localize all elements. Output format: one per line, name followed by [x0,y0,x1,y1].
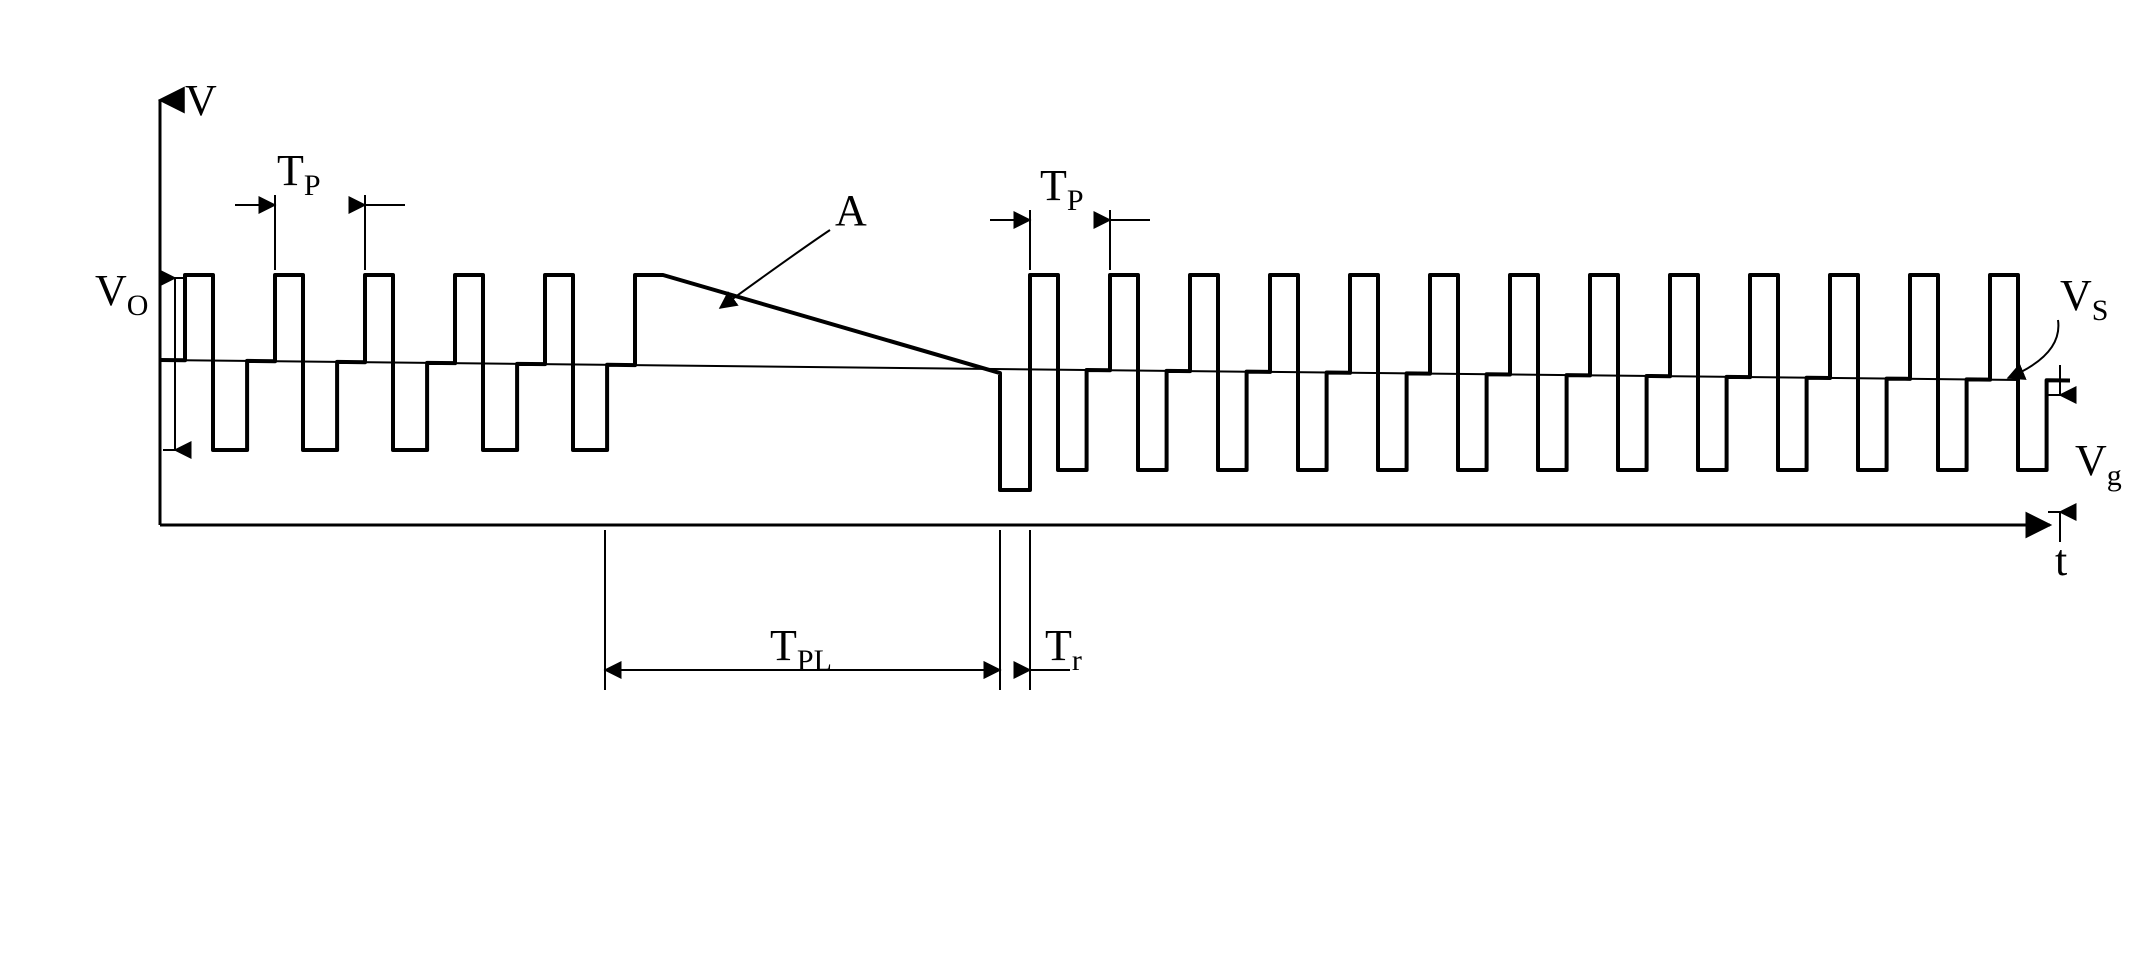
label-Vo: VO [95,266,148,322]
label-t: t [2055,536,2067,585]
label-A: A [835,186,867,235]
label-V: V [185,76,217,125]
waveform-trace [160,275,2070,490]
timing-diagram: V VO VS Vgt A TP TP TPL Tr [0,0,2155,974]
label-Tr: Tr [1045,621,1082,677]
label-Vg: Vg [2075,436,2122,492]
axes [160,100,2050,525]
label-Tpl: TPL [770,621,832,677]
label-Vs: VS [2060,271,2108,327]
dimension-annotations [163,195,2072,690]
label-Tp-right: TP [1040,161,1084,217]
label-Tp-left: TP [277,146,321,202]
